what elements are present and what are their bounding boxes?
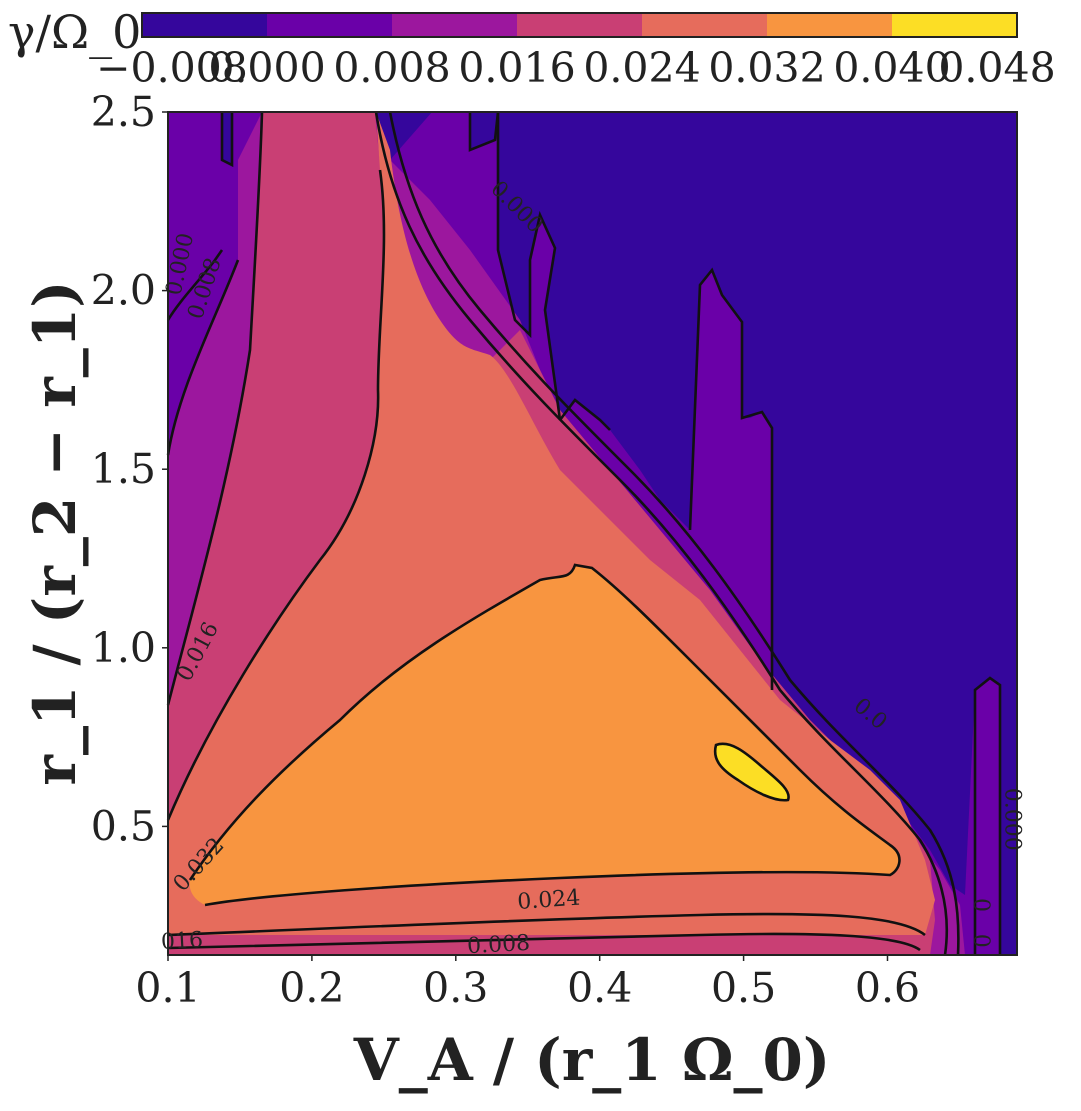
colorbar-segment (392, 13, 518, 37)
colorbar-tick-label: 0.040 (833, 44, 950, 92)
y-tick-label: 1.0 (91, 624, 156, 672)
x-tick-label: 0.2 (279, 964, 344, 1012)
colorbar-segment (642, 13, 768, 37)
colorbar-label: γ/Ω_0 (8, 5, 141, 59)
contour-line-edge-1 (374, 111, 949, 956)
contour-line-0-008 (166, 259, 240, 456)
band-032-040 (189, 565, 900, 905)
colorbar-tick-label: 0.008 (333, 44, 450, 92)
contour-fills (168, 112, 1000, 955)
contour-label: 0.008 (467, 931, 531, 959)
contour-line-spike-3 (973, 676, 1002, 955)
colorbar-tick-label: 0.016 (458, 44, 575, 92)
colorbar-tick-label: 0.000 (208, 44, 325, 92)
band-040-048 (715, 743, 789, 801)
colorbar-tick-label: 0.024 (583, 44, 700, 92)
contour-line-0-032 (188, 563, 901, 907)
contour-line-edge-2 (388, 111, 960, 956)
contour-label: 0 (968, 934, 993, 948)
x-tick-label: 0.4 (567, 964, 632, 1012)
contour-label: 0.000 (999, 788, 1024, 851)
colorbar-tick-label: −0.008 (96, 44, 248, 92)
colorbar-segment (767, 13, 893, 37)
contour-line-bottom-1 (167, 912, 926, 937)
colorbar-tick-label: 0.032 (708, 44, 825, 92)
colorbar-segment (267, 13, 393, 37)
contour-line-spike-4 (220, 112, 234, 168)
y-tick-label: 1.5 (91, 445, 156, 493)
colorbar-segment (517, 13, 643, 37)
x-tick-label: 0.1 (135, 964, 200, 1012)
x-axis-label: V_A / (r_1 Ω_0) (353, 1026, 831, 1094)
x-tick-label: 0.6 (855, 964, 920, 1012)
contour-line-spike-5 (468, 111, 500, 152)
contour-label: 0.024 (517, 886, 582, 915)
y-tick-label: 2.5 (91, 88, 156, 136)
contour-line-0-016 (166, 111, 264, 706)
contour-line-0-000-left (166, 249, 224, 321)
x-tick-label: 0.5 (711, 964, 776, 1012)
x-ticks: 0.1 0.2 0.3 0.4 0.5 0.6 (135, 955, 920, 1012)
contour-line-spike-6 (558, 398, 611, 431)
plot-frame (167, 111, 1018, 956)
colorbar-frame (141, 12, 1018, 38)
contour-line-spike-2 (688, 267, 774, 690)
contour-label: 0 (968, 898, 993, 912)
contour-line-spike-1 (496, 112, 562, 421)
contour-line-0-024 (166, 169, 386, 821)
contour-line-0-040 (713, 742, 790, 802)
y-tick-label: 2.0 (91, 267, 156, 315)
contour-label: 016 (160, 928, 203, 955)
contour-lines (166, 111, 1002, 956)
x-tick-label: 0.3 (423, 964, 488, 1012)
y-axis-label: r_1 / (r_2 − r_1) (21, 280, 89, 785)
contour-line-bottom-2 (167, 932, 921, 952)
plot-area: 0.0000.0080.0160.0320.0240.0080160.0000.… (160, 111, 1024, 959)
colorbar-segment (142, 13, 268, 37)
colorbar-tick-label: 0.048 (938, 44, 1055, 92)
y-tick-label: 0.5 (91, 802, 156, 850)
y-ticks: 0.5 1.0 1.5 2.0 2.5 (91, 88, 168, 850)
colorbar-segment (892, 13, 1018, 37)
